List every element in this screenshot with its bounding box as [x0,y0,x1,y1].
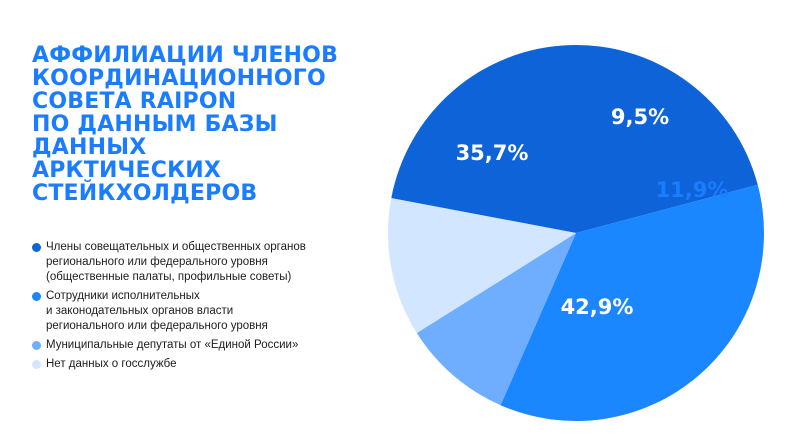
legend-swatch [32,292,41,301]
title-line: АФФИЛИАЦИИ ЧЛЕНОВ [32,43,339,68]
slice-value-label: 42,9% [561,295,634,319]
title-line: ПО ДАННЫМ БАЗЫ [32,112,278,137]
legend-item: Члены совещательных и общественных орган… [32,240,362,285]
legend-swatch [32,341,41,350]
legend-label-line: регионального или федерального уровня [46,256,268,268]
pie-slice [388,198,576,334]
title-line: АРКТИЧЕСКИХ [32,158,222,183]
legend-label-line: Сотрудники исполнительных [46,290,200,302]
title-line: ДАННЫХ [32,135,147,160]
title-line: СОВЕТА RAIPON [32,89,237,114]
legend-label: Муниципальные депутаты от «Единой России… [46,338,362,353]
slice-value-label: 9,5% [611,105,669,129]
title-line: СТЕЙКХОЛДЕРОВ [32,181,258,206]
legend-label: Нет данных о госслужбе [46,357,362,372]
legend-label-line: (общественные палаты, профильные советы) [46,271,292,283]
chart-legend: Члены совещательных и общественных орган… [32,240,362,376]
legend-swatch [32,243,41,252]
chart-title: АФФИЛИАЦИИ ЧЛЕНОВ КООРДИНАЦИОННОГО СОВЕТА … [32,44,372,205]
legend-label-line: Муниципальные депутаты от «Единой России… [46,339,299,351]
title-line: КООРДИНАЦИОННОГО [32,66,326,91]
pie-slice [500,184,764,422]
pie-slice [416,233,576,406]
legend-item: Сотрудники исполнительных и законодательн… [32,289,362,334]
legend-swatch [32,360,41,369]
legend-item: Нет данных о госслужбе [32,357,362,372]
legend-label-line: Нет данных о госслужбе [46,358,177,370]
slice-value-label: 11,9% [656,178,729,202]
legend-label: Сотрудники исполнительных и законодательн… [46,289,362,334]
legend-label-line: регионального или федерального уровня [46,320,268,332]
legend-label-line: и законодательных органов власти [46,305,234,317]
pie-slice [391,45,758,233]
slice-value-label: 35,7% [456,141,529,165]
legend-label-line: Члены совещательных и общественных орган… [46,241,306,253]
legend-label: Члены совещательных и общественных орган… [46,240,362,285]
legend-item: Муниципальные депутаты от «Единой России… [32,338,362,353]
